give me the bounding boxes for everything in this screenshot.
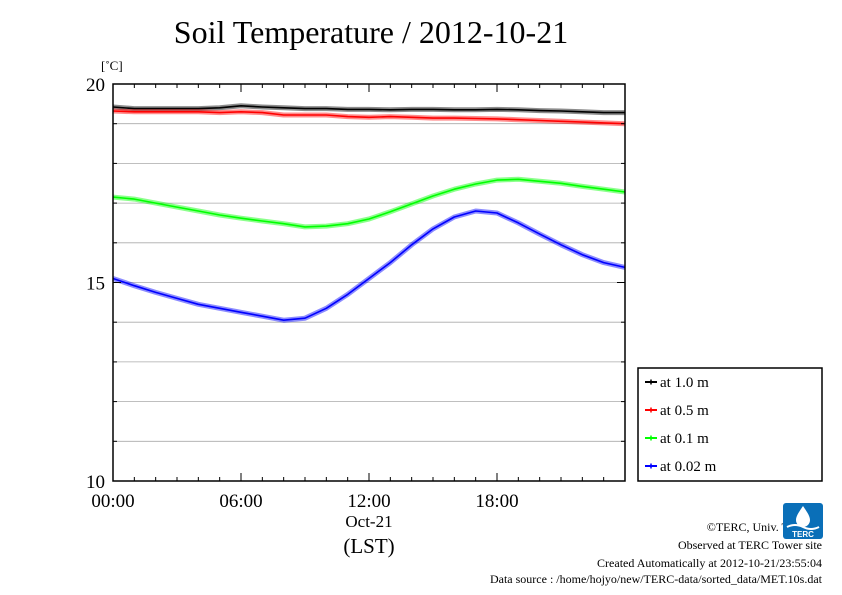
series-line — [112, 110, 626, 125]
series-line — [112, 210, 626, 322]
created-timestamp-text: Created Automatically at 2012-10-21/23:5… — [597, 556, 822, 570]
x-tick-label: 06:00 — [219, 491, 262, 512]
x-date-label: Oct-21 — [345, 512, 392, 531]
terc-logo-text: TERC — [792, 530, 814, 539]
legend: at 1.0 m at 0.5 m at 0.1 m at 0.02 m — [637, 367, 823, 482]
observed-site-text: Observed at TERC Tower site — [677, 538, 822, 552]
x-tick-label: 00:00 — [91, 491, 134, 512]
legend-label: at 0.02 m — [660, 459, 717, 475]
series-line — [112, 105, 625, 114]
data-source-text: Data source : /home/hojyo/new/TERC-data/… — [489, 572, 822, 586]
terc-logo: TERC — [783, 503, 823, 539]
water-drop-icon — [796, 506, 810, 527]
y-tick-label: 20 — [86, 75, 105, 96]
x-tick-label: 12:00 — [347, 491, 390, 512]
wave-icon — [786, 524, 820, 530]
chart-title: Soil Temperature / 2012-10-21 — [173, 14, 569, 50]
legend-label: at 0.1 m — [660, 431, 709, 447]
y-axis-unit-label: [˚C] — [101, 58, 123, 73]
series-line — [112, 178, 626, 228]
grid-lines — [113, 123, 625, 442]
y-tick-label: 15 — [86, 274, 105, 295]
legend-label: at 1.0 m — [660, 375, 709, 391]
legend-label: at 0.5 m — [660, 403, 709, 419]
y-tick-label: 10 — [86, 472, 105, 493]
legend-box — [637, 367, 823, 482]
ticks: 10 15 20 [˚C] 00:00 06:00 12:00 18:00 Oct-21 (LST… — [86, 58, 626, 558]
series-line-halo — [112, 208, 626, 323]
x-axis-unit-label: (LST) — [343, 534, 394, 558]
series-layer — [112, 103, 626, 323]
x-tick-label: 18:00 — [475, 491, 518, 512]
